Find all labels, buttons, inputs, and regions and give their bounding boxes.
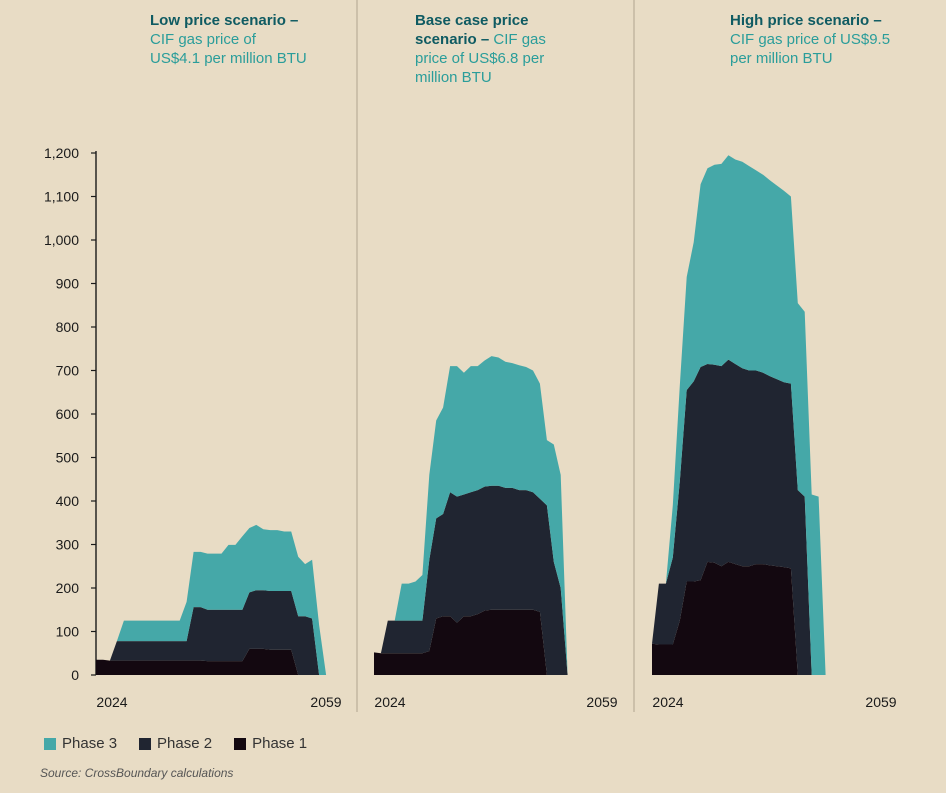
- legend-swatch-phase-2: [139, 737, 152, 750]
- panel-title-line: Base case price: [415, 12, 528, 29]
- panel-title-line: High price scenario –: [730, 12, 882, 29]
- x-tick-label-end: 2059: [586, 694, 617, 710]
- y-tick-label: 100: [56, 624, 80, 640]
- y-tick-label: 700: [56, 363, 80, 379]
- panel-title-1: Low price scenario – CIF gas price of US$4…: [150, 12, 307, 67]
- area-phase-1-panel-3: [652, 561, 895, 675]
- area-phase-2-panel-1: [96, 590, 340, 675]
- legend-item-phase-3: Phase 3: [44, 735, 117, 752]
- area-phase-3-panel-3: [652, 155, 895, 675]
- panel-title-line: CIF gas price of US$9.5: [730, 31, 890, 48]
- y-tick-label: 300: [56, 537, 80, 553]
- legend-item-phase-2: Phase 2: [139, 735, 212, 752]
- y-tick-label: 1,100: [44, 189, 79, 205]
- panel-title-line: per million BTU: [730, 50, 833, 67]
- x-tick-label-start: 2024: [652, 694, 683, 710]
- y-tick-label: 900: [56, 276, 80, 292]
- area-phase-1-panel-2: [374, 609, 616, 675]
- x-axis: 2024 2059 2024 2059 2024 2059: [96, 694, 896, 710]
- y-tick-label: 500: [56, 450, 80, 466]
- x-tick-label-start: 2024: [96, 694, 127, 710]
- area-phase-2-panel-3: [652, 359, 895, 675]
- legend-label-phase-1: Phase 1: [252, 735, 308, 752]
- y-tick-label: 1,000: [44, 232, 79, 248]
- y-tick-label: 1,200: [44, 145, 79, 161]
- panel-title-line: price of US$6.8 per: [415, 50, 544, 67]
- area-series: [96, 155, 895, 675]
- legend-item-phase-1: Phase 1: [234, 735, 307, 752]
- area-phase-3-panel-2: [374, 356, 616, 675]
- panel-title-3: High price scenario – CIF gas price of US…: [730, 12, 890, 67]
- x-tick-label-end: 2059: [310, 694, 341, 710]
- panel-titles: Low price scenario – CIF gas price of US$4…: [150, 12, 890, 86]
- area-phase-2-panel-2: [374, 485, 616, 675]
- y-tick-label: 600: [56, 406, 80, 422]
- legend-swatch-phase-1: [234, 737, 247, 750]
- y-axis: 0 100 200 300 400 500 600 700 800 900 1,000 1,100 1,…: [44, 145, 97, 683]
- y-tick-label: 400: [56, 493, 80, 509]
- legend-label-phase-2: Phase 2: [157, 735, 213, 752]
- x-tick-label-start: 2024: [374, 694, 405, 710]
- x-tick-label-end: 2059: [865, 694, 896, 710]
- panel-title-line: million BTU: [415, 69, 492, 86]
- panel-title-line: US$4.1 per million BTU: [150, 50, 307, 67]
- panel-title-line: Low price scenario –: [150, 12, 298, 29]
- panel-dividers: [356, 0, 635, 712]
- panel-title-line: CIF gas price of: [150, 31, 257, 48]
- source-note: Source: CrossBoundary calculations: [40, 766, 234, 780]
- y-tick-label: 0: [71, 667, 79, 683]
- legend: Phase 3 Phase 2 Phase 1: [44, 735, 307, 752]
- area-phase-3-panel-1: [96, 524, 340, 675]
- panel-title-line: scenario – CIF gas: [415, 31, 546, 48]
- panel-title-2: Base case price scenario – CIF gas price o…: [415, 12, 546, 86]
- legend-label-phase-3: Phase 3: [62, 735, 118, 752]
- y-tick-label: 200: [56, 580, 80, 596]
- area-phase-1-panel-1: [96, 648, 340, 675]
- legend-swatch-phase-3: [44, 737, 56, 750]
- y-tick-label: 800: [56, 319, 80, 335]
